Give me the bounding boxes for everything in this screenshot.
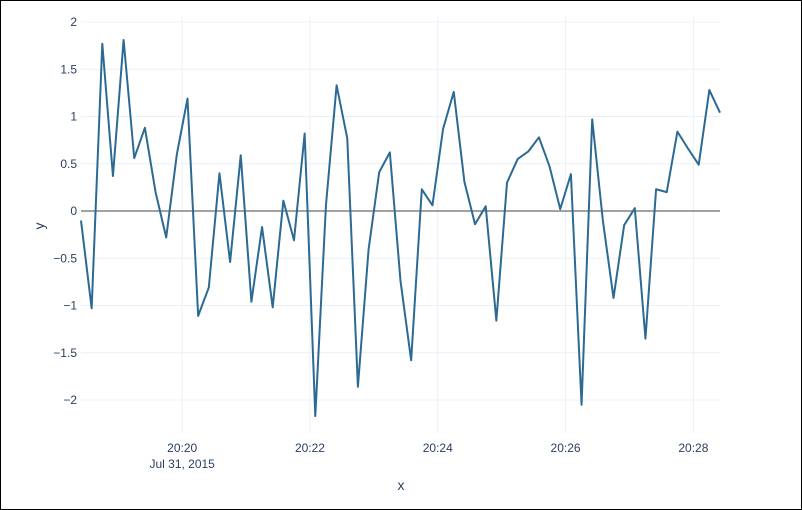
y-tick-label: 0.5	[60, 157, 77, 171]
y-tick-label: −1.5	[53, 346, 77, 360]
y-gridlines	[81, 21, 720, 401]
x-tick-label: 20:26	[551, 441, 581, 455]
x-tick-label: 20:24	[423, 441, 453, 455]
y-tick-labels: 2 1.5 1 0.5 0 −0.5 −1 −1.5 −2	[53, 15, 77, 407]
x-tick-label: 20:20	[167, 441, 197, 455]
x-tick-sublabel: Jul 31, 2015	[149, 457, 215, 471]
y-tick-label: 1.5	[60, 62, 77, 76]
x-axis-title: x	[398, 477, 405, 493]
y-tick-label: −1	[63, 299, 77, 313]
x-gridlines	[181, 17, 694, 434]
y-tick-label: 0	[70, 204, 77, 218]
x-tick-label: 20:28	[678, 441, 708, 455]
x-tick-label: 20:22	[295, 441, 325, 455]
y-tick-label: −0.5	[53, 251, 77, 265]
y-tick-label: −2	[63, 393, 77, 407]
y-tick-label: 1	[70, 110, 77, 124]
series-line	[80, 38, 721, 418]
y-tick-label: 2	[70, 15, 77, 29]
x-tick-labels: 20:20 Jul 31, 2015 20:22 20:24 20:26 20:28	[149, 441, 708, 471]
y-axis-title: y	[31, 223, 47, 230]
